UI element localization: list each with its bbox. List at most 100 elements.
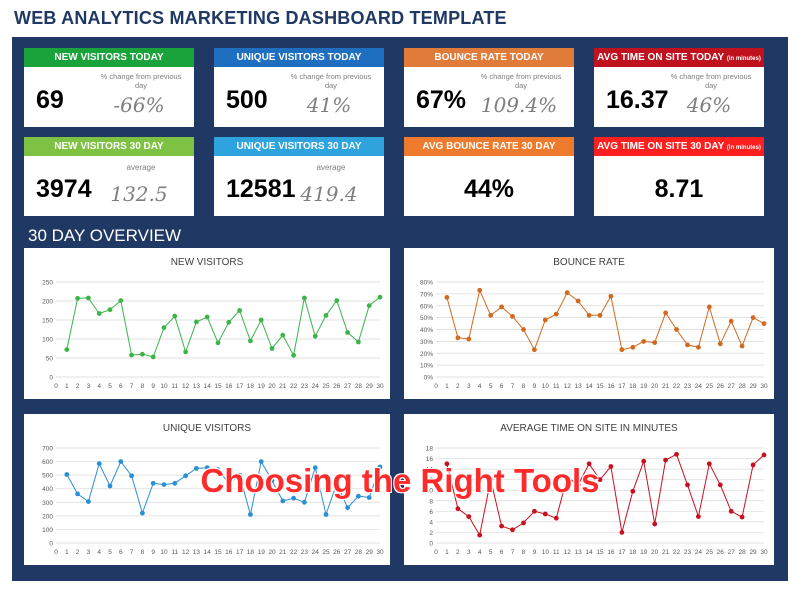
data-point — [455, 506, 461, 512]
kpi-average-label: average — [316, 163, 346, 172]
y-tick-label: 8 — [429, 498, 433, 505]
kpi-value: 8.71 — [654, 175, 704, 203]
data-point — [280, 332, 286, 338]
data-point — [488, 477, 494, 483]
data-point — [761, 321, 767, 326]
series-line — [446, 288, 765, 351]
kpi-change-label: % change from previous day — [290, 72, 372, 90]
y-tick-label: 6 — [429, 509, 433, 516]
x-tick-label: 3 — [87, 383, 91, 390]
kpi-card-new-visitors-30day: NEW VISITORS 30 DAY 3974 average 132.5 — [24, 137, 194, 216]
x-tick-label: 21 — [279, 383, 287, 390]
data-point — [75, 491, 80, 497]
x-tick-label: 19 — [258, 549, 266, 556]
series-line — [66, 460, 381, 517]
y-tick-label: 100 — [42, 527, 53, 534]
x-tick-label: 17 — [618, 383, 626, 390]
x-tick-label: 7 — [511, 383, 515, 390]
y-tick-label: 700 — [42, 446, 53, 453]
x-tick-label: 9 — [151, 549, 155, 556]
x-tick-label: 6 — [119, 549, 123, 556]
x-tick-label: 9 — [533, 383, 537, 390]
data-point — [248, 512, 253, 517]
kpi-value: 67% — [416, 86, 467, 114]
data-point — [717, 341, 723, 347]
x-tick-label: 2 — [76, 383, 80, 390]
data-point — [150, 354, 156, 360]
data-point — [118, 459, 124, 464]
data-point — [466, 514, 472, 519]
chart-bounce-rate: BOUNCE RATE 0% 10% 20% 30% 40% 50% 60% 70% 80% 0 1 2… — [404, 248, 774, 399]
data-point — [280, 498, 286, 504]
kpi-header: NEW VISITORS 30 DAY — [24, 137, 194, 156]
kpi-header: UNIQUE VISITORS TODAY — [214, 48, 384, 67]
kpi-value: 3974 — [36, 175, 92, 203]
kpi-change-value: 46% — [686, 93, 732, 117]
x-tick-label: 28 — [739, 549, 747, 556]
x-tick-label: 26 — [717, 383, 725, 390]
x-tick-label: 13 — [193, 549, 201, 556]
x-tick-label: 2 — [456, 549, 460, 556]
y-tick-label: 20% — [420, 351, 433, 358]
kpi-average-value: 419.4 — [300, 182, 358, 206]
x-tick-label: 20 — [268, 383, 276, 390]
kpi-header: BOUNCE RATE TODAY — [404, 48, 574, 67]
data-point — [750, 315, 756, 320]
data-point — [64, 472, 70, 477]
x-tick-label: 21 — [279, 549, 287, 556]
x-tick-label: 20 — [268, 549, 276, 556]
data-point — [269, 346, 275, 351]
data-point — [183, 473, 189, 479]
data-point — [291, 495, 296, 501]
data-point — [586, 312, 592, 318]
x-tick-label: 0 — [434, 383, 438, 390]
x-tick-label: 29 — [749, 549, 757, 556]
data-point — [619, 347, 625, 353]
data-point — [706, 461, 712, 467]
x-tick-label: 11 — [553, 549, 560, 556]
data-point — [542, 317, 548, 323]
y-tick-label: 500 — [42, 473, 53, 480]
x-tick-label: 24 — [695, 549, 703, 556]
y-tick-label: 14 — [426, 467, 434, 474]
data-point — [455, 335, 461, 341]
x-tick-label: 30 — [376, 549, 384, 556]
data-point — [521, 520, 526, 526]
kpi-value: 500 — [226, 86, 268, 114]
y-tick-label: 16 — [426, 456, 434, 463]
data-point — [499, 523, 504, 529]
data-point — [96, 311, 102, 316]
data-point — [312, 465, 318, 471]
x-tick-label: 15 — [214, 549, 222, 556]
overlay-caption: Choosing the Right Tools — [200, 462, 600, 499]
data-point — [312, 333, 318, 339]
y-tick-label: 80% — [420, 280, 433, 287]
x-tick-label: 0 — [54, 383, 58, 390]
data-point — [750, 462, 756, 468]
chart-title: NEW VISITORS — [171, 257, 244, 268]
kpi-value: 12581 — [226, 175, 296, 203]
kpi-header: NEW VISITORS TODAY — [24, 48, 194, 67]
data-point — [366, 495, 372, 500]
x-tick-label: 3 — [467, 549, 471, 556]
kpi-header: AVG TIME ON SITE 30 DAY (in minutes) — [594, 137, 764, 156]
data-point — [444, 295, 450, 300]
x-tick-label: 30 — [760, 383, 768, 390]
data-point — [696, 344, 701, 350]
data-point — [258, 317, 264, 323]
kpi-value: 44% — [463, 175, 515, 203]
y-tick-label: 0 — [429, 541, 433, 548]
data-point — [444, 461, 450, 467]
x-tick-label: 24 — [312, 549, 320, 556]
data-point — [107, 483, 113, 489]
data-point — [477, 532, 483, 538]
data-point — [345, 330, 350, 335]
x-tick-label: 21 — [662, 549, 670, 556]
data-point — [356, 339, 361, 345]
data-point — [532, 347, 537, 353]
x-tick-label: 23 — [684, 383, 692, 390]
x-tick-label: 4 — [478, 383, 482, 390]
x-tick-label: 13 — [575, 383, 583, 390]
x-tick-label: 28 — [355, 549, 363, 556]
x-tick-label: 11 — [171, 383, 178, 390]
